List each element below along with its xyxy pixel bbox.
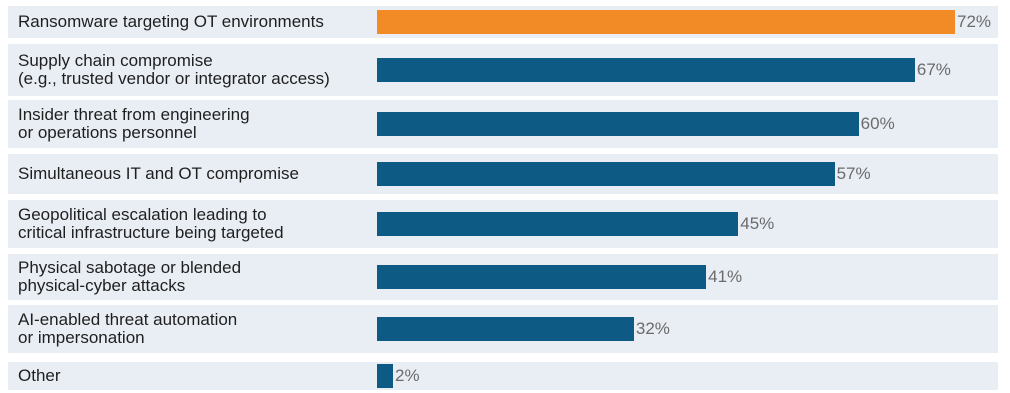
value-label: 57% [836, 164, 871, 183]
bar [377, 10, 955, 34]
bar-row: Ransomware targeting OT environments 72% [8, 6, 998, 38]
value-label: 60% [860, 114, 895, 133]
bar-row: Physical sabotage or blended physical-cy… [8, 254, 998, 300]
bar-row: Supply chain compromise (e.g., trusted v… [8, 44, 998, 96]
category-label: AI-enabled threat automation or imperson… [18, 310, 238, 347]
value-label: 45% [740, 214, 775, 233]
category-label: Supply chain compromise (e.g., trusted v… [18, 51, 330, 88]
category-label: Simultaneous IT and OT compromise [18, 164, 299, 183]
bar [377, 364, 394, 388]
value-label: 32% [635, 319, 670, 338]
bar-row: Geopolitical escalation leading to criti… [8, 200, 998, 248]
bar [377, 265, 707, 289]
value-label: 2% [395, 366, 420, 385]
category-label: Insider threat from engineering or opera… [18, 105, 250, 142]
value-label: 67% [916, 60, 951, 79]
category-label: Geopolitical escalation leading to criti… [18, 205, 284, 242]
category-label: Ransomware targeting OT environments [18, 12, 324, 31]
value-label: 41% [708, 267, 743, 286]
category-label: Other [18, 366, 61, 385]
bar-row: Insider threat from engineering or opera… [8, 100, 998, 148]
bar-row: AI-enabled threat automation or imperson… [8, 305, 998, 353]
bar [377, 212, 739, 236]
bar-row: Simultaneous IT and OT compromise 57% [8, 154, 998, 194]
bar-row: Other 2% [8, 362, 998, 390]
category-label: Physical sabotage or blended physical-cy… [18, 258, 242, 295]
bar [377, 317, 634, 341]
bar [377, 162, 835, 186]
bar [377, 58, 915, 82]
row-background [8, 362, 998, 390]
bar [377, 112, 859, 136]
value-label: 72% [957, 12, 992, 31]
